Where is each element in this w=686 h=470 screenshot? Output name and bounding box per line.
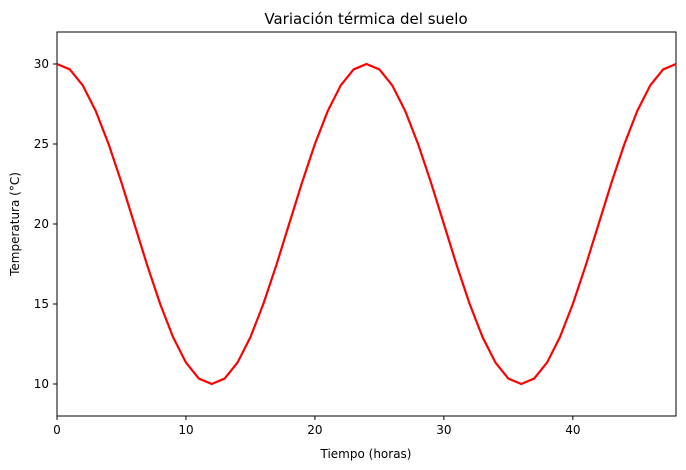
plot-area — [56, 31, 677, 417]
x-tick-label: 0 — [53, 423, 61, 437]
y-tick-label: 10 — [34, 377, 49, 391]
series-layer — [56, 62, 677, 386]
x-axis-label: Tiempo (horas) — [320, 447, 412, 461]
x-tick-label: 40 — [565, 423, 580, 437]
plot-frame — [56, 31, 677, 417]
y-tick-label: 15 — [34, 297, 49, 311]
y-tick-label: 20 — [34, 217, 49, 231]
x-tick-label: 10 — [178, 423, 193, 437]
y-tick-label: 25 — [34, 137, 49, 151]
x-tick-label: 20 — [307, 423, 322, 437]
y-tick-label: 30 — [34, 57, 49, 71]
x-tick-label: 30 — [436, 423, 451, 437]
series-line — [56, 62, 677, 386]
x-axis-ticks: 0 10 20 30 40 — [53, 416, 580, 437]
chart-title: Variación térmica del suelo — [264, 10, 467, 28]
y-axis-label: Temperatura (°C) — [8, 172, 22, 277]
y-axis-ticks: 10 15 20 25 30 — [34, 57, 57, 391]
